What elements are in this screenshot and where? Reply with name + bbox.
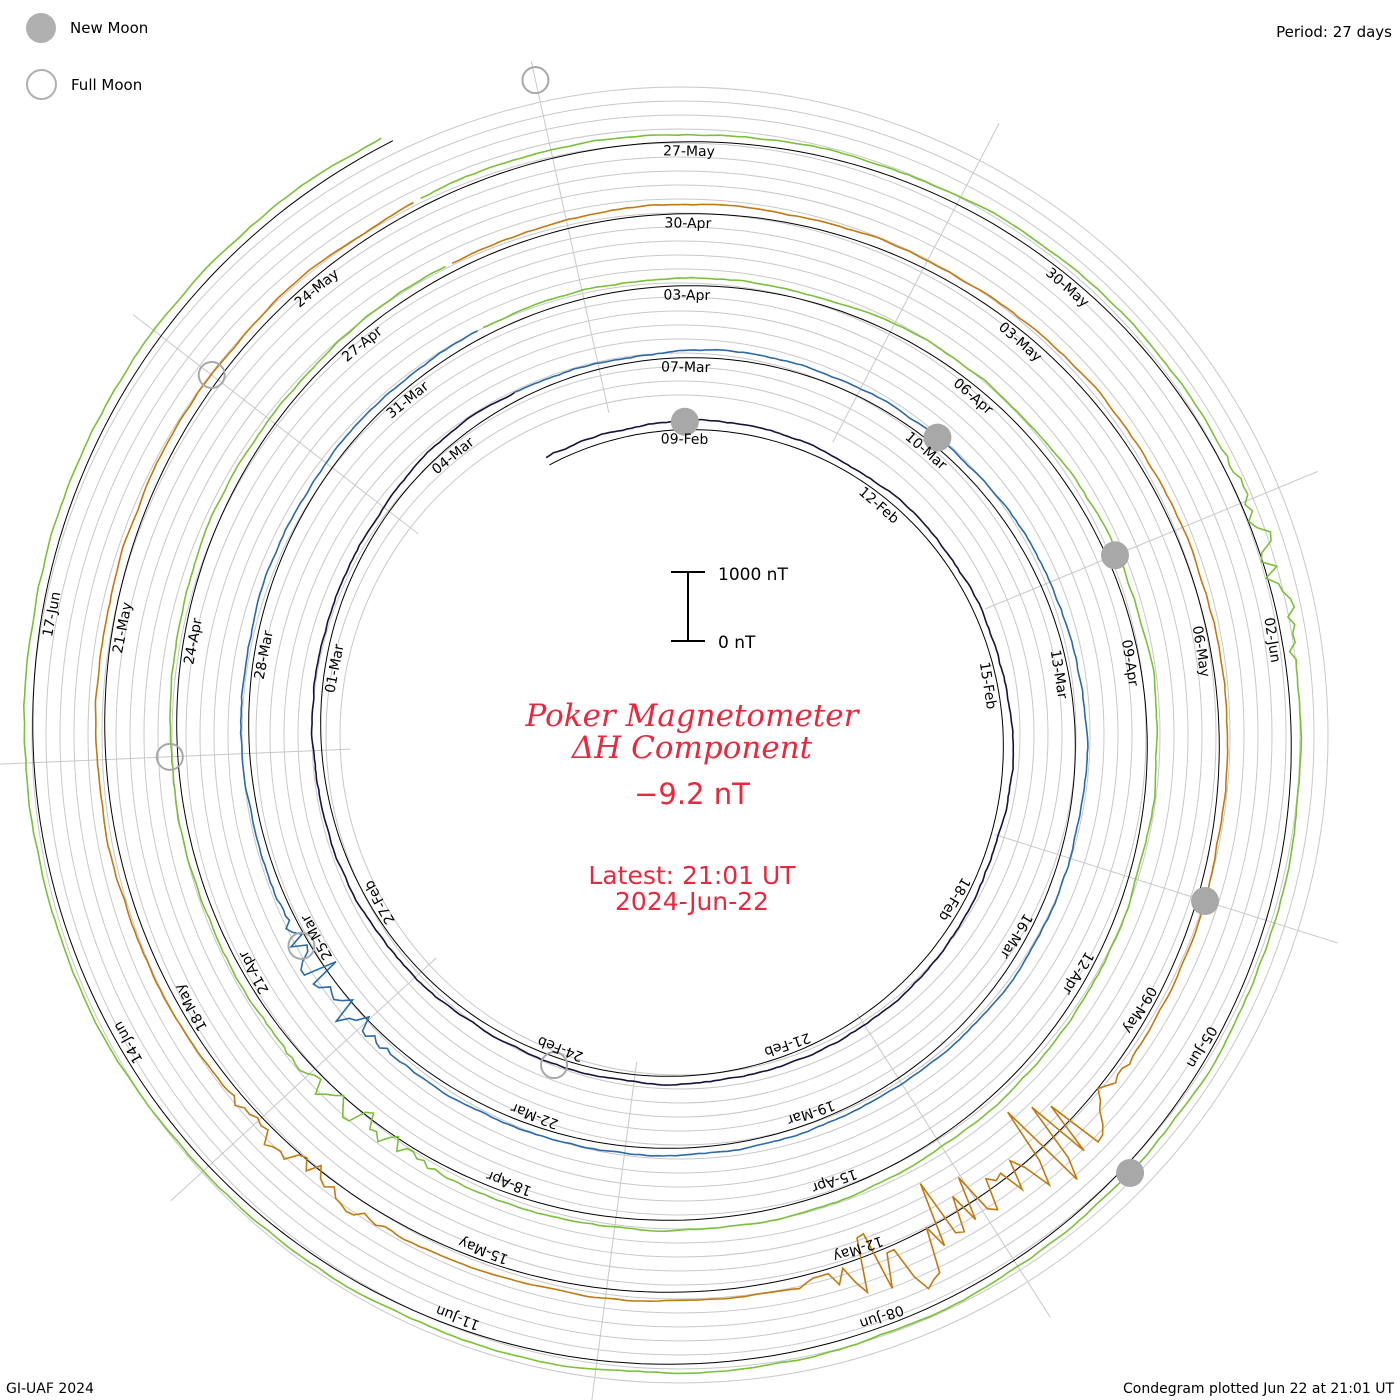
grid-spoke [170,957,437,1202]
grid-spoke [530,61,610,413]
grid-ring [241,296,1119,1174]
grid-ring [45,100,1315,1370]
trace-cycle-1 [310,391,1015,1086]
grid-spoke [984,471,1318,610]
grid-spoke [994,834,1339,944]
date-tick-label: 28-Mar [252,629,277,681]
latest-time: Latest: 21:01 UT [588,861,796,890]
legend-new-moon: New Moon [26,13,148,43]
date-tick-label: 31-Mar [384,378,433,422]
trace-cycle-3 [169,265,1159,1233]
grid-ring [283,338,1077,1132]
grid-ring [59,114,1301,1356]
grid-ring [31,86,1329,1384]
grid-ring [297,352,1063,1118]
date-tick-label: 06-May [1189,625,1213,679]
grid-spoke [0,748,351,765]
date-tick-label: 09-Feb [661,431,709,448]
grid-ring [87,142,1273,1328]
date-tick-label: 03-Apr [663,287,710,304]
full-moon-marker [197,361,226,390]
grid-ring [325,380,1035,1090]
grid-spoke [132,314,419,535]
grid-ring [269,324,1091,1146]
date-tick-label: 15-May [456,1233,510,1266]
chart-title-line2: ΔH Component [571,730,813,766]
chart-title-line1: Poker Magnetometer [525,698,861,734]
new-moon-label: New Moon [70,19,149,37]
new-moon-marker [1100,541,1129,570]
date-tick-label: 21-May [110,601,136,655]
new-moon-marker [1191,887,1220,916]
date-tick-label: 07-Mar [661,359,711,376]
scale-bar: 1000 nT 0 nT [671,565,788,653]
grid-ring [143,198,1217,1272]
footer-plot-time: Condegram plotted Jun 22 at 21:01 UT [1123,1381,1394,1397]
footer-credit: GI-UAF 2024 [6,1381,94,1397]
date-tick-label: 21-Apr [236,948,273,997]
legend-full-moon: Full Moon [26,69,142,100]
grid-ring [115,170,1245,1300]
full-moon-marker [521,66,550,95]
grid-ring [171,226,1189,1244]
trace-cycle-4 [94,201,1229,1303]
current-value: −9.2 nT [634,777,750,811]
date-tick-label: 30-Apr [664,215,711,232]
date-tick-label: 27-Feb [361,877,398,927]
moon-markers [155,66,1220,1187]
date-tick-label: 17-Jun [40,590,64,638]
grid-ring [213,268,1147,1202]
grid-ring [227,282,1133,1188]
full-moon-marker [540,1051,569,1080]
scale-top-label: 1000 nT [718,565,788,585]
date-tick-label: 27-May [663,143,715,160]
grid-ring [255,310,1105,1160]
date-tick-label: 15-Feb [976,661,999,711]
grid-ring [339,394,1021,1076]
reference-spiral [32,140,1292,1365]
date-tick-label: 24-Apr [181,617,206,666]
grid-ring [199,254,1161,1216]
grid-ring [185,240,1175,1230]
full-moon-marker [287,931,316,960]
grid-ring [129,184,1231,1286]
grid-ring [101,156,1259,1314]
full-moon-label: Full Moon [71,75,143,94]
latest-date: 2024-Jun-22 [615,887,769,916]
date-tick-label: 25-Mar [298,911,336,962]
new-moon-marker [1116,1158,1145,1187]
scale-bottom-label: 0 nT [718,633,756,653]
date-tick-label: 30-May [1042,265,1092,311]
full-moon-icon [26,69,57,100]
new-moon-marker [670,407,699,436]
grid-spoke [591,1062,638,1400]
date-tick-label: 02-Jun [1260,616,1283,663]
trace-cycle-2 [239,330,1089,1157]
grid-lines [0,61,1339,1400]
grid-ring [157,212,1203,1258]
full-moon-marker [155,742,184,771]
trace-cycle-5 [22,133,1303,1375]
grid-ring [73,128,1287,1342]
date-tick-label: 13-Mar [1047,649,1071,700]
new-moon-marker [923,423,952,452]
new-moon-icon [26,13,56,43]
date-tick-label: 09-May [1119,983,1159,1036]
data-traces [22,133,1303,1375]
period-label: Period: 27 days [1276,23,1392,41]
date-tick-label: 27-Apr [339,323,386,365]
date-tick-label: 09-Apr [1118,639,1141,688]
